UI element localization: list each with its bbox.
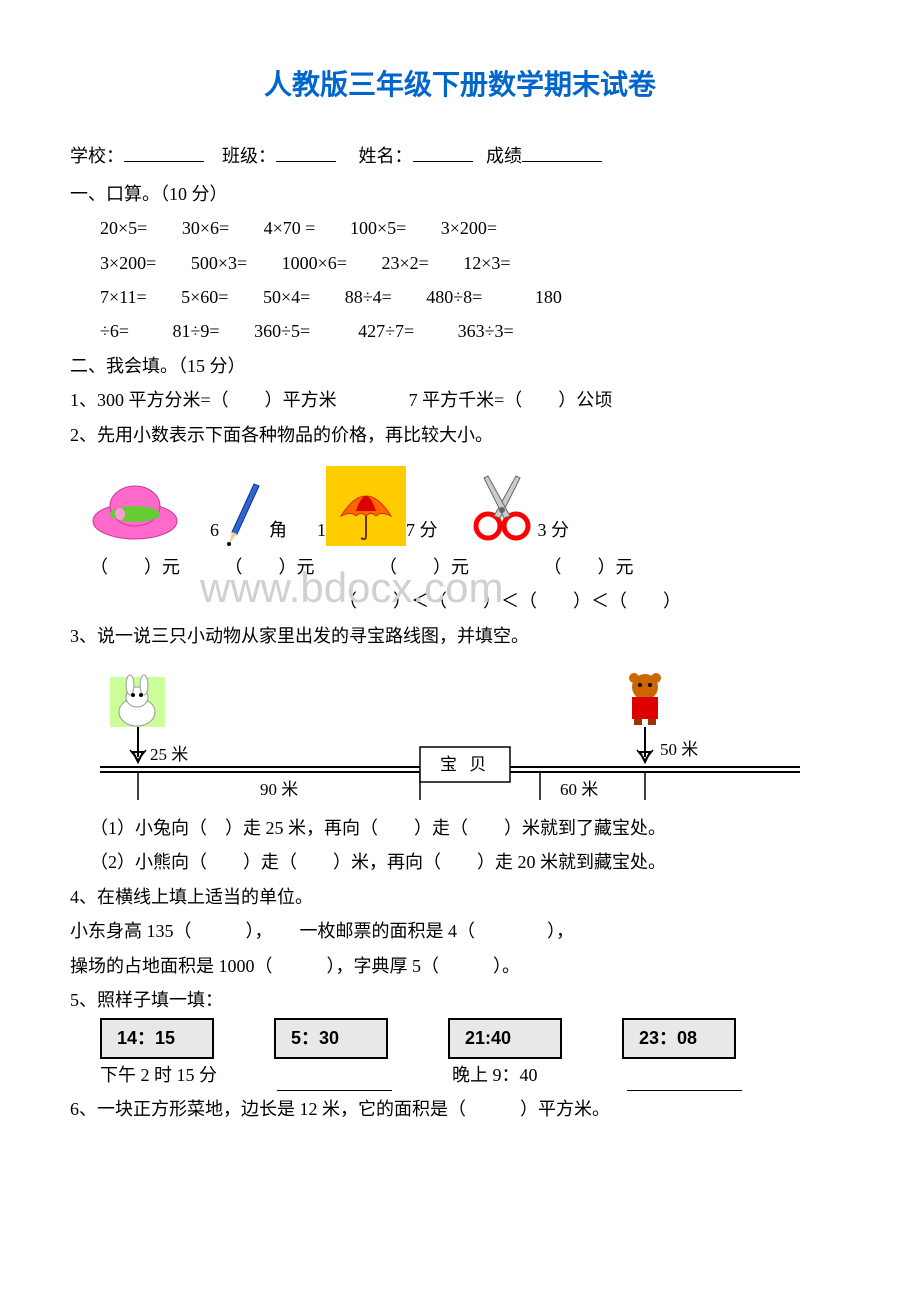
calc-item: 23×2= — [381, 247, 428, 279]
scissors-icon — [468, 466, 538, 546]
yuan-label: （ ）元 — [379, 551, 539, 583]
price-items-row: 6 角 1 7 分 — [90, 466, 850, 546]
score-label: 成绩 — [486, 146, 522, 166]
calc-item: 180 — [535, 287, 562, 307]
q2: 2、先用小数表示下面各种物品的价格，再比较大小。 — [70, 419, 850, 451]
header-row: 学校： 班级： 姓名： 成绩 — [70, 140, 850, 172]
umbrella-price-suffix: 7 分 — [406, 514, 438, 546]
umbrella-price-prefix: 1 — [317, 514, 326, 546]
calc-item: 88÷4= — [345, 281, 392, 313]
q1: 1、300 平方分米=（ ）平方米 7 平方千米=（ ）公顷 — [70, 384, 850, 416]
class-blank[interactable] — [276, 141, 336, 162]
calc-item: 3×200= — [100, 247, 156, 279]
page-title: 人教版三年级下册数学期末试卷 — [70, 60, 850, 110]
score-blank[interactable] — [522, 141, 602, 162]
yuan-label: （ ）元 — [90, 551, 220, 583]
calc-item: 20×5= — [100, 212, 147, 244]
class-label: 班级： — [222, 146, 276, 166]
calc-row-2: 3×200= 500×3= 1000×6= 23×2= 12×3= — [70, 247, 850, 279]
time-label: 晚上 9：40 — [452, 1059, 567, 1091]
item-umbrella: 1 7 分 — [317, 466, 438, 546]
calc-item: 100×5= — [350, 212, 406, 244]
q6: 6、一块正方形菜地，边长是 12 米，它的面积是（ ）平方米。 — [70, 1093, 850, 1125]
scissors-price-suffix: 3 分 — [538, 514, 570, 546]
yuan-row: （ ）元 （ ）元 （ ）元 （ ）元 — [90, 551, 850, 583]
compare-row: （ ）＜（ ）＜（ ）＜（ ） — [170, 585, 850, 617]
school-label: 学校： — [70, 146, 124, 166]
calc-item: 81÷9= — [173, 315, 220, 347]
dist-25: 25 米 — [150, 740, 188, 771]
yuan-label: （ ）元 — [225, 551, 375, 583]
time-box: 5：30 — [274, 1018, 388, 1058]
calc-item: 4×70 = — [264, 212, 316, 244]
time-box: 23：08 — [622, 1018, 736, 1058]
q3-2: （2）小熊向（ ）走（ ）米，再向（ ）走 20 米就到藏宝处。 — [70, 846, 850, 878]
pen-icon — [219, 466, 269, 546]
time-label: 下午 2 时 15 分 — [100, 1059, 217, 1091]
calc-item: 50×4= — [263, 281, 310, 313]
name-blank[interactable] — [413, 141, 473, 162]
calc-item: 363÷3= — [458, 315, 514, 347]
calc-item: 5×60= — [181, 281, 228, 313]
school-blank[interactable] — [124, 141, 204, 162]
calc-item: 7×11= — [100, 281, 147, 313]
time-labels-row: 下午 2 时 15 分 晚上 9：40 — [100, 1059, 850, 1091]
time-boxes-row: 14：15 5：30 21:40 23：08 — [100, 1018, 850, 1058]
calc-row-1: 20×5= 30×6= 4×70 = 100×5= 3×200= — [70, 212, 850, 244]
q5: 5、照样子填一填： — [70, 984, 850, 1016]
calc-item: 427÷7= — [358, 315, 414, 347]
q4: 4、在横线上填上适当的单位。 — [70, 881, 850, 913]
time-box: 21:40 — [448, 1018, 562, 1058]
dist-50: 50 米 — [660, 735, 698, 766]
calc-item: 360÷5= — [254, 315, 310, 347]
q3-1: （1）小兔向（ ）走 25 米，再向（ ）走（ ）米就到了藏宝处。 — [70, 812, 850, 844]
section2-heading: 二、我会填。（15 分） — [70, 350, 850, 382]
hat-icon — [90, 466, 180, 546]
yuan-label: （ ）元 — [544, 551, 674, 583]
calc-item: 30×6= — [182, 212, 229, 244]
calc-row-3: 7×11= 5×60= 50×4= 88÷4= 480÷8= 180 — [70, 281, 850, 313]
q3: 3、说一说三只小动物从家里出发的寻宝路线图，并填空。 — [70, 620, 850, 652]
calc-item: ÷6= — [100, 315, 129, 347]
calc-item: 12×3= — [463, 247, 510, 279]
time-box: 14：15 — [100, 1018, 214, 1058]
calc-item: 1000×6= — [282, 247, 347, 279]
q4-1: 小东身高 135（ ）， 一枚邮票的面积是 4（ ）， — [70, 915, 850, 947]
section1-heading: 一、口算。（10 分） — [70, 178, 850, 210]
item-pen: 6 角 — [210, 466, 287, 546]
treasure-map: 25 米 50 米 宝 贝 90 米 60 米 — [100, 672, 800, 802]
name-label: 姓名： — [359, 146, 413, 166]
q4-2: 操场的占地面积是 1000（ ），字典厚 5（ ）。 — [70, 950, 850, 982]
dist-90: 90 米 — [260, 775, 298, 806]
treasure-label: 宝 贝 — [440, 750, 490, 781]
time-label-blank[interactable] — [627, 1059, 742, 1091]
calc-item: 480÷8= — [426, 281, 482, 313]
item-hat — [90, 466, 180, 546]
item-scissors: 3 分 — [468, 466, 570, 546]
calc-item: 500×3= — [191, 247, 247, 279]
umbrella-icon — [326, 466, 406, 546]
pen-price-prefix: 6 — [210, 514, 219, 546]
time-label-blank[interactable] — [277, 1059, 392, 1091]
calc-row-4: ÷6= 81÷9= 360÷5= 427÷7= 363÷3= — [70, 315, 850, 347]
dist-60: 60 米 — [560, 775, 598, 806]
pen-price-suffix: 角 — [269, 514, 287, 546]
calc-item: 3×200= — [441, 212, 497, 244]
